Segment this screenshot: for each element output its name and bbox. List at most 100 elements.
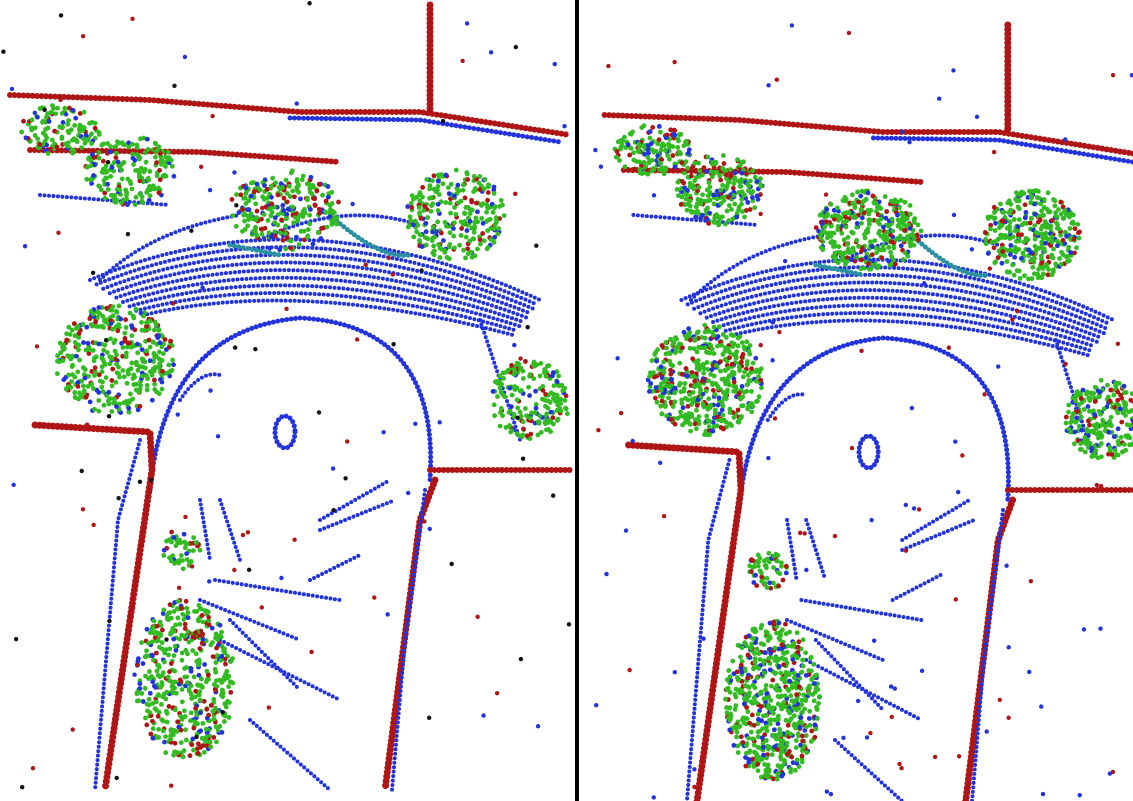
tree-point — [655, 400, 660, 405]
tree-point — [916, 222, 921, 227]
tree-point — [148, 732, 153, 737]
tree-point — [183, 622, 188, 627]
tree-point — [114, 309, 119, 314]
tree-point — [228, 690, 233, 695]
tree-point — [562, 398, 567, 403]
tree-point — [405, 204, 410, 209]
tree-point — [874, 250, 879, 255]
tree-point — [726, 668, 731, 673]
tree-point — [740, 189, 745, 194]
tree-point — [171, 362, 176, 367]
tree-point — [883, 194, 888, 199]
tree-point — [766, 747, 771, 752]
tree-point — [752, 723, 757, 728]
tree-point — [120, 368, 125, 373]
tree-point — [124, 354, 129, 359]
tree-point — [151, 658, 156, 663]
tree-point — [1002, 254, 1007, 259]
tree-point — [155, 631, 160, 636]
tree-point — [81, 136, 86, 141]
noise-point — [920, 669, 924, 673]
tree-point — [1107, 445, 1112, 450]
tree-point — [188, 718, 193, 723]
tree-point — [139, 691, 144, 696]
tree-point — [1029, 216, 1034, 221]
tree-point — [193, 706, 198, 711]
tree-point — [775, 747, 780, 752]
tree-point — [89, 309, 94, 314]
tree-point — [123, 336, 128, 341]
tree-point — [472, 220, 477, 225]
tree-point — [657, 137, 662, 142]
tree-point — [179, 633, 184, 638]
tree-point — [908, 212, 913, 217]
tree-point — [169, 158, 174, 163]
noise-point — [391, 272, 395, 276]
tree-point — [170, 626, 175, 631]
tree-point — [1127, 409, 1132, 414]
tree-point — [824, 219, 829, 224]
tree-point — [200, 633, 205, 638]
tree-point — [742, 345, 747, 350]
tree-point — [756, 717, 761, 722]
tree-point — [1121, 410, 1126, 415]
tree-point — [721, 332, 726, 337]
tree-point — [738, 655, 743, 660]
tree-point — [631, 158, 636, 163]
tree-point — [462, 211, 467, 216]
tree-point — [529, 410, 534, 415]
noise-point — [1111, 73, 1115, 77]
tree-point — [762, 658, 767, 663]
tree-point — [184, 674, 189, 679]
tree-point — [153, 155, 158, 160]
tree-point — [196, 751, 201, 756]
tree-point — [221, 648, 226, 653]
tree-point — [531, 376, 536, 381]
tree-point — [110, 165, 115, 170]
tree-point — [97, 156, 102, 161]
tree-point — [47, 119, 52, 124]
tree-point — [986, 216, 991, 221]
tree-point — [100, 324, 105, 329]
tree-point — [177, 538, 182, 543]
tree-point — [1102, 406, 1107, 411]
tree-point — [1082, 439, 1087, 444]
tree-point — [637, 160, 642, 165]
tree-point — [708, 372, 713, 377]
noise-point — [64, 112, 68, 116]
noise-point — [489, 50, 493, 54]
tree-point — [552, 383, 557, 388]
tree-point — [1064, 421, 1069, 426]
tree-point — [830, 239, 835, 244]
tree-point — [767, 634, 772, 639]
tree-point — [169, 559, 174, 564]
tree-point — [847, 250, 852, 255]
tree-point — [443, 248, 448, 253]
tree-point — [19, 130, 24, 135]
noise-point — [233, 345, 237, 349]
tree-point — [1043, 231, 1048, 236]
tree-point — [156, 735, 161, 740]
tree-point — [555, 379, 560, 384]
tree-point — [903, 200, 908, 205]
tree-point — [688, 422, 693, 427]
tree-point — [75, 326, 80, 331]
tree-point — [167, 646, 172, 651]
tree-point — [1124, 390, 1129, 395]
tree-point — [739, 670, 744, 675]
tree-point — [93, 121, 98, 126]
tree-point — [146, 176, 151, 181]
tree-point — [796, 706, 801, 711]
tree-point — [325, 225, 330, 230]
tree-point — [758, 378, 763, 383]
tree-point — [136, 390, 141, 395]
tree-point — [849, 257, 854, 262]
tree-point — [189, 692, 194, 697]
tree-point — [154, 651, 159, 656]
tree-point — [1019, 232, 1024, 237]
noise-point — [1004, 564, 1008, 568]
tree-point — [326, 195, 331, 200]
tree-point — [204, 707, 209, 712]
tree-point — [145, 627, 150, 632]
tree-point — [192, 675, 197, 680]
